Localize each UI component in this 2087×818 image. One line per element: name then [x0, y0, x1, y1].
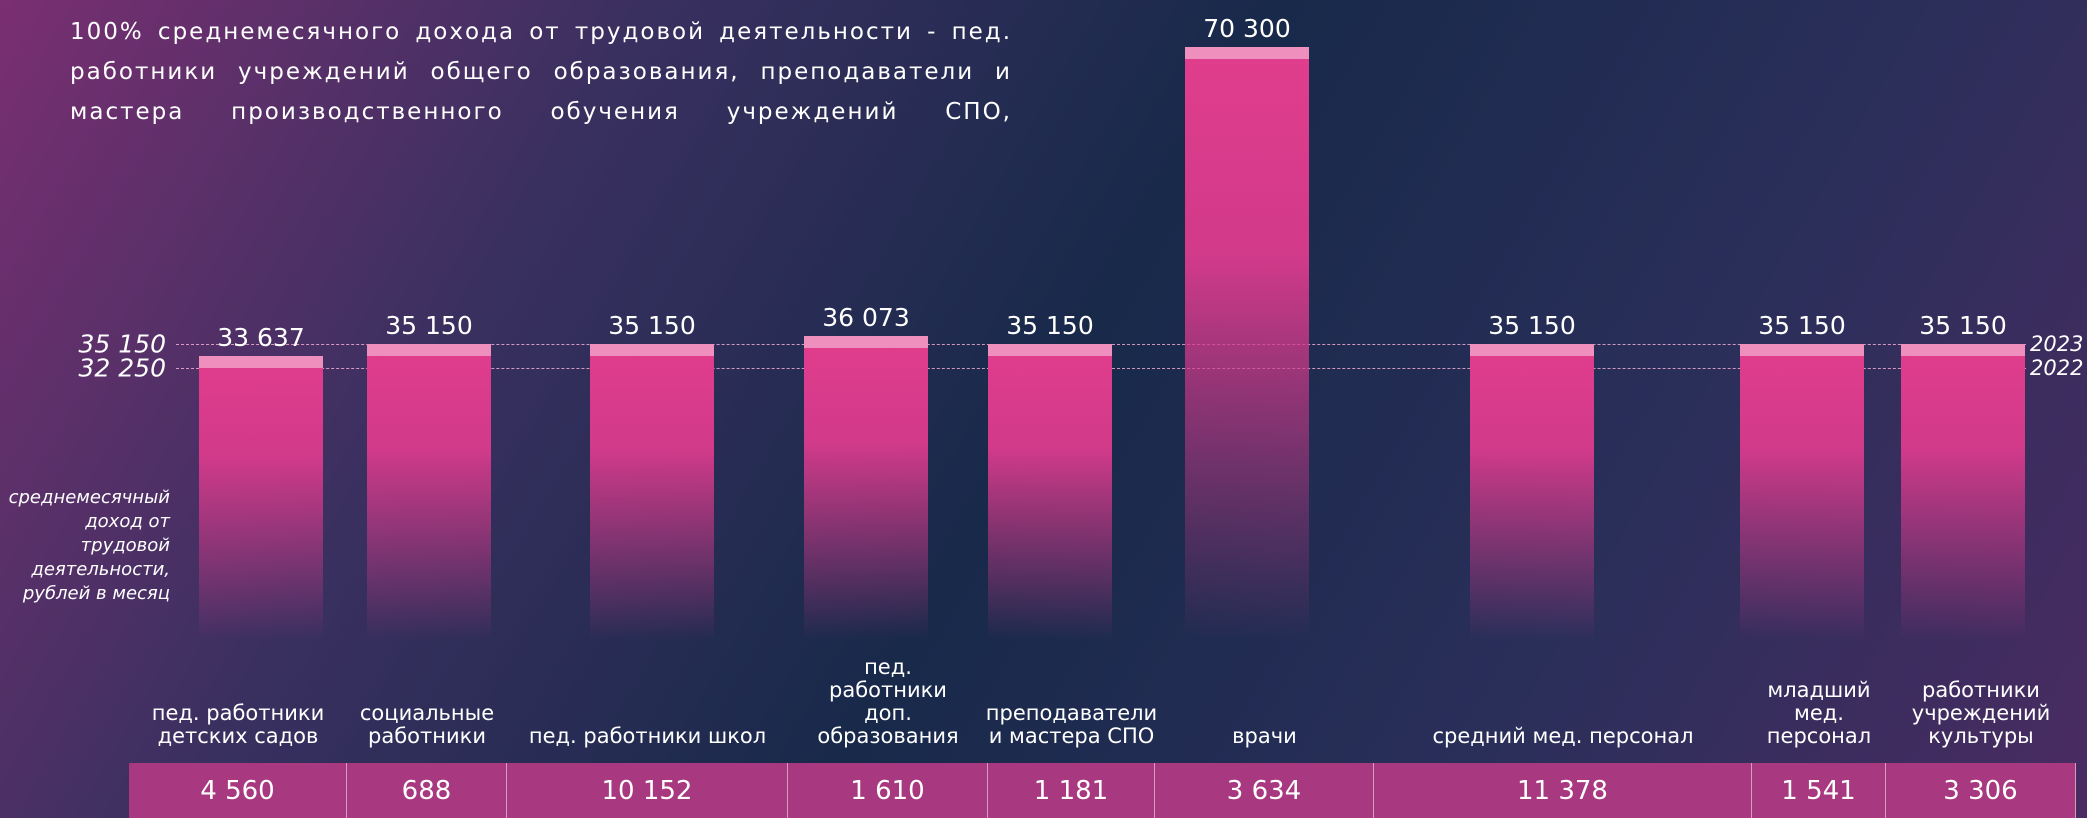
- bar: [988, 343, 1112, 640]
- bar: [199, 356, 323, 640]
- bar-cap: [1185, 47, 1309, 60]
- x-tick-label: младший мед. персонал: [1766, 678, 1872, 748]
- bar: [804, 335, 928, 640]
- value-label: 35 150: [385, 310, 473, 340]
- bar-cap: [367, 343, 491, 356]
- y-tick-note: 2023: [2030, 331, 2084, 356]
- table-cell: 1 610: [788, 763, 988, 818]
- table-cell: 11 378: [1374, 763, 1752, 818]
- value-label: 36 073: [822, 302, 910, 332]
- table-cell: 4 560: [129, 763, 347, 818]
- value-label: 35 150: [1758, 310, 1846, 340]
- table-cell: 3 634: [1155, 763, 1374, 818]
- x-tick-label: пед. работники доп. образования: [817, 655, 959, 748]
- x-tick-label: средний мед. персонал: [1432, 724, 1694, 748]
- x-tick-label: врачи: [1232, 724, 1297, 748]
- chart-title: 100% среднемесячного дохода от трудовой …: [70, 19, 1012, 125]
- bar: [1740, 343, 1864, 640]
- bar: [1185, 47, 1309, 640]
- table-cell: 1 181: [988, 763, 1155, 818]
- x-tick-label: преподаватели и мастера СПО: [985, 701, 1158, 748]
- bar-cap: [804, 335, 928, 348]
- value-label: 33 637: [217, 323, 305, 353]
- table-cell: 688: [347, 763, 507, 818]
- table-cell: 3 306: [1886, 763, 2076, 818]
- bar-cap: [1901, 343, 2025, 356]
- bar-cap: [199, 356, 323, 369]
- y-tick-note: 2022: [2030, 356, 2084, 381]
- y-tick-label: 35 150: [78, 329, 166, 359]
- bar: [1470, 343, 1594, 640]
- bar: [1901, 343, 2025, 640]
- y-tick-label: 32 250: [78, 353, 166, 383]
- bar-cap: [1470, 343, 1594, 356]
- x-tick-label: пед. работники школ: [528, 724, 767, 748]
- bar: [367, 343, 491, 640]
- x-tick-label: социальные работники: [359, 701, 495, 748]
- value-label: 70 300: [1203, 14, 1291, 44]
- bar-cap: [1740, 343, 1864, 356]
- bar-cap: [988, 343, 1112, 356]
- value-label: 35 150: [1006, 310, 1094, 340]
- value-label: 35 150: [1488, 310, 1576, 340]
- bar: [590, 343, 714, 640]
- table-cell: 10 152: [507, 763, 788, 818]
- bar-cap: [590, 343, 714, 356]
- table-cell: 1 541: [1752, 763, 1886, 818]
- value-label: 35 150: [1919, 310, 2007, 340]
- x-tick-label: работники учреждений культуры: [1911, 678, 2051, 748]
- y-axis-label: среднемесячный доход от трудовой деятель…: [8, 487, 170, 604]
- x-tick-label: пед. работники детских садов: [151, 701, 325, 748]
- value-label: 35 150: [608, 310, 696, 340]
